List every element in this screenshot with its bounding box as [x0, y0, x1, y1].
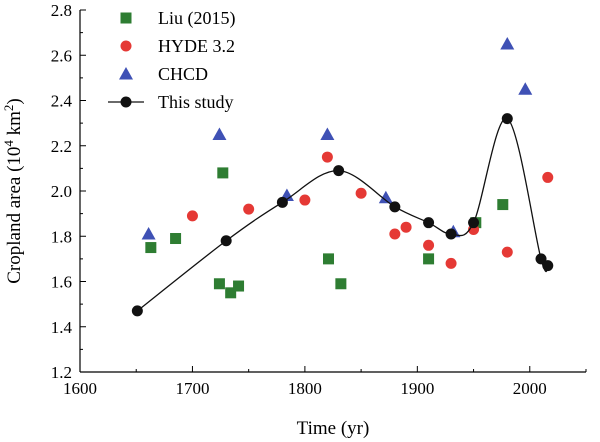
data-point — [321, 151, 333, 163]
data-point — [141, 226, 156, 240]
x-tick-label: 2000 — [513, 379, 547, 398]
data-point — [468, 217, 480, 229]
data-point — [233, 280, 245, 292]
y-axis-title-part3: ) — [4, 98, 25, 104]
series-1 — [186, 151, 554, 269]
y-tick-label: 2.4 — [51, 92, 73, 111]
legend-item: CHCD — [119, 64, 208, 84]
legend-label: CHCD — [158, 64, 208, 84]
legend-item: HYDE 3.2 — [120, 36, 235, 56]
y-axis-title-part2: km — [4, 111, 25, 140]
data-point — [320, 127, 335, 140]
data-point — [423, 217, 435, 229]
x-tick-label: 1600 — [63, 379, 97, 398]
legend-label: HYDE 3.2 — [158, 36, 235, 56]
data-point — [220, 235, 232, 247]
x-axis-title: Time (yr) — [297, 418, 370, 439]
x-tick-label: 1700 — [175, 379, 209, 398]
y-tick-label: 2.0 — [51, 182, 72, 201]
data-point — [445, 257, 457, 269]
data-point — [186, 210, 198, 222]
legend-item: This study — [108, 92, 234, 112]
data-point — [243, 203, 255, 215]
data-point — [217, 167, 229, 179]
y-tick-label: 1.8 — [51, 227, 72, 246]
data-point — [400, 221, 412, 233]
x-tick-label: 1800 — [288, 379, 322, 398]
data-point — [213, 278, 225, 290]
y-axis-title-exp1: 4 — [1, 140, 16, 147]
data-point — [225, 287, 237, 299]
data-point — [299, 194, 311, 206]
data-point — [445, 228, 457, 240]
y-tick-label: 1.2 — [51, 363, 72, 382]
y-tick-label: 2.2 — [51, 137, 72, 156]
y-tick-label: 1.6 — [51, 273, 72, 292]
data-point — [389, 201, 401, 213]
legend-label: This study — [158, 92, 234, 112]
data-point — [535, 253, 547, 265]
data-point — [212, 127, 227, 140]
y-tick-label: 1.4 — [51, 318, 73, 337]
data-point — [389, 228, 401, 240]
legend-item: Liu (2015) — [120, 8, 235, 29]
legend-marker — [120, 12, 132, 24]
y-axis-title-exp2: 2 — [1, 105, 16, 112]
data-point — [423, 253, 435, 265]
data-point — [355, 187, 367, 199]
data-point — [170, 233, 182, 245]
data-point — [542, 260, 554, 272]
data-point — [542, 171, 554, 183]
data-point — [276, 196, 288, 208]
y-tick-label: 2.8 — [51, 1, 72, 20]
data-point — [423, 239, 435, 251]
y-axis-title: Cropland area (104 km2) — [1, 98, 26, 284]
legend-marker — [120, 96, 132, 108]
data-point — [335, 278, 347, 290]
data-point — [497, 199, 509, 211]
legend-marker — [119, 67, 133, 80]
data-point — [131, 305, 143, 317]
data-point — [333, 165, 345, 177]
legend-marker — [120, 40, 132, 52]
data-point — [500, 36, 515, 50]
data-point — [518, 82, 533, 95]
data-point — [501, 113, 513, 125]
series-3 — [131, 113, 554, 317]
x-tick-label: 1900 — [400, 379, 434, 398]
data-point — [323, 253, 335, 265]
data-point — [501, 246, 513, 258]
y-axis-title-part1: Cropland area (10 — [4, 147, 25, 284]
data-point — [145, 242, 157, 254]
legend-label: Liu (2015) — [158, 8, 235, 29]
data-point — [378, 190, 393, 204]
y-tick-label: 2.6 — [51, 46, 72, 65]
